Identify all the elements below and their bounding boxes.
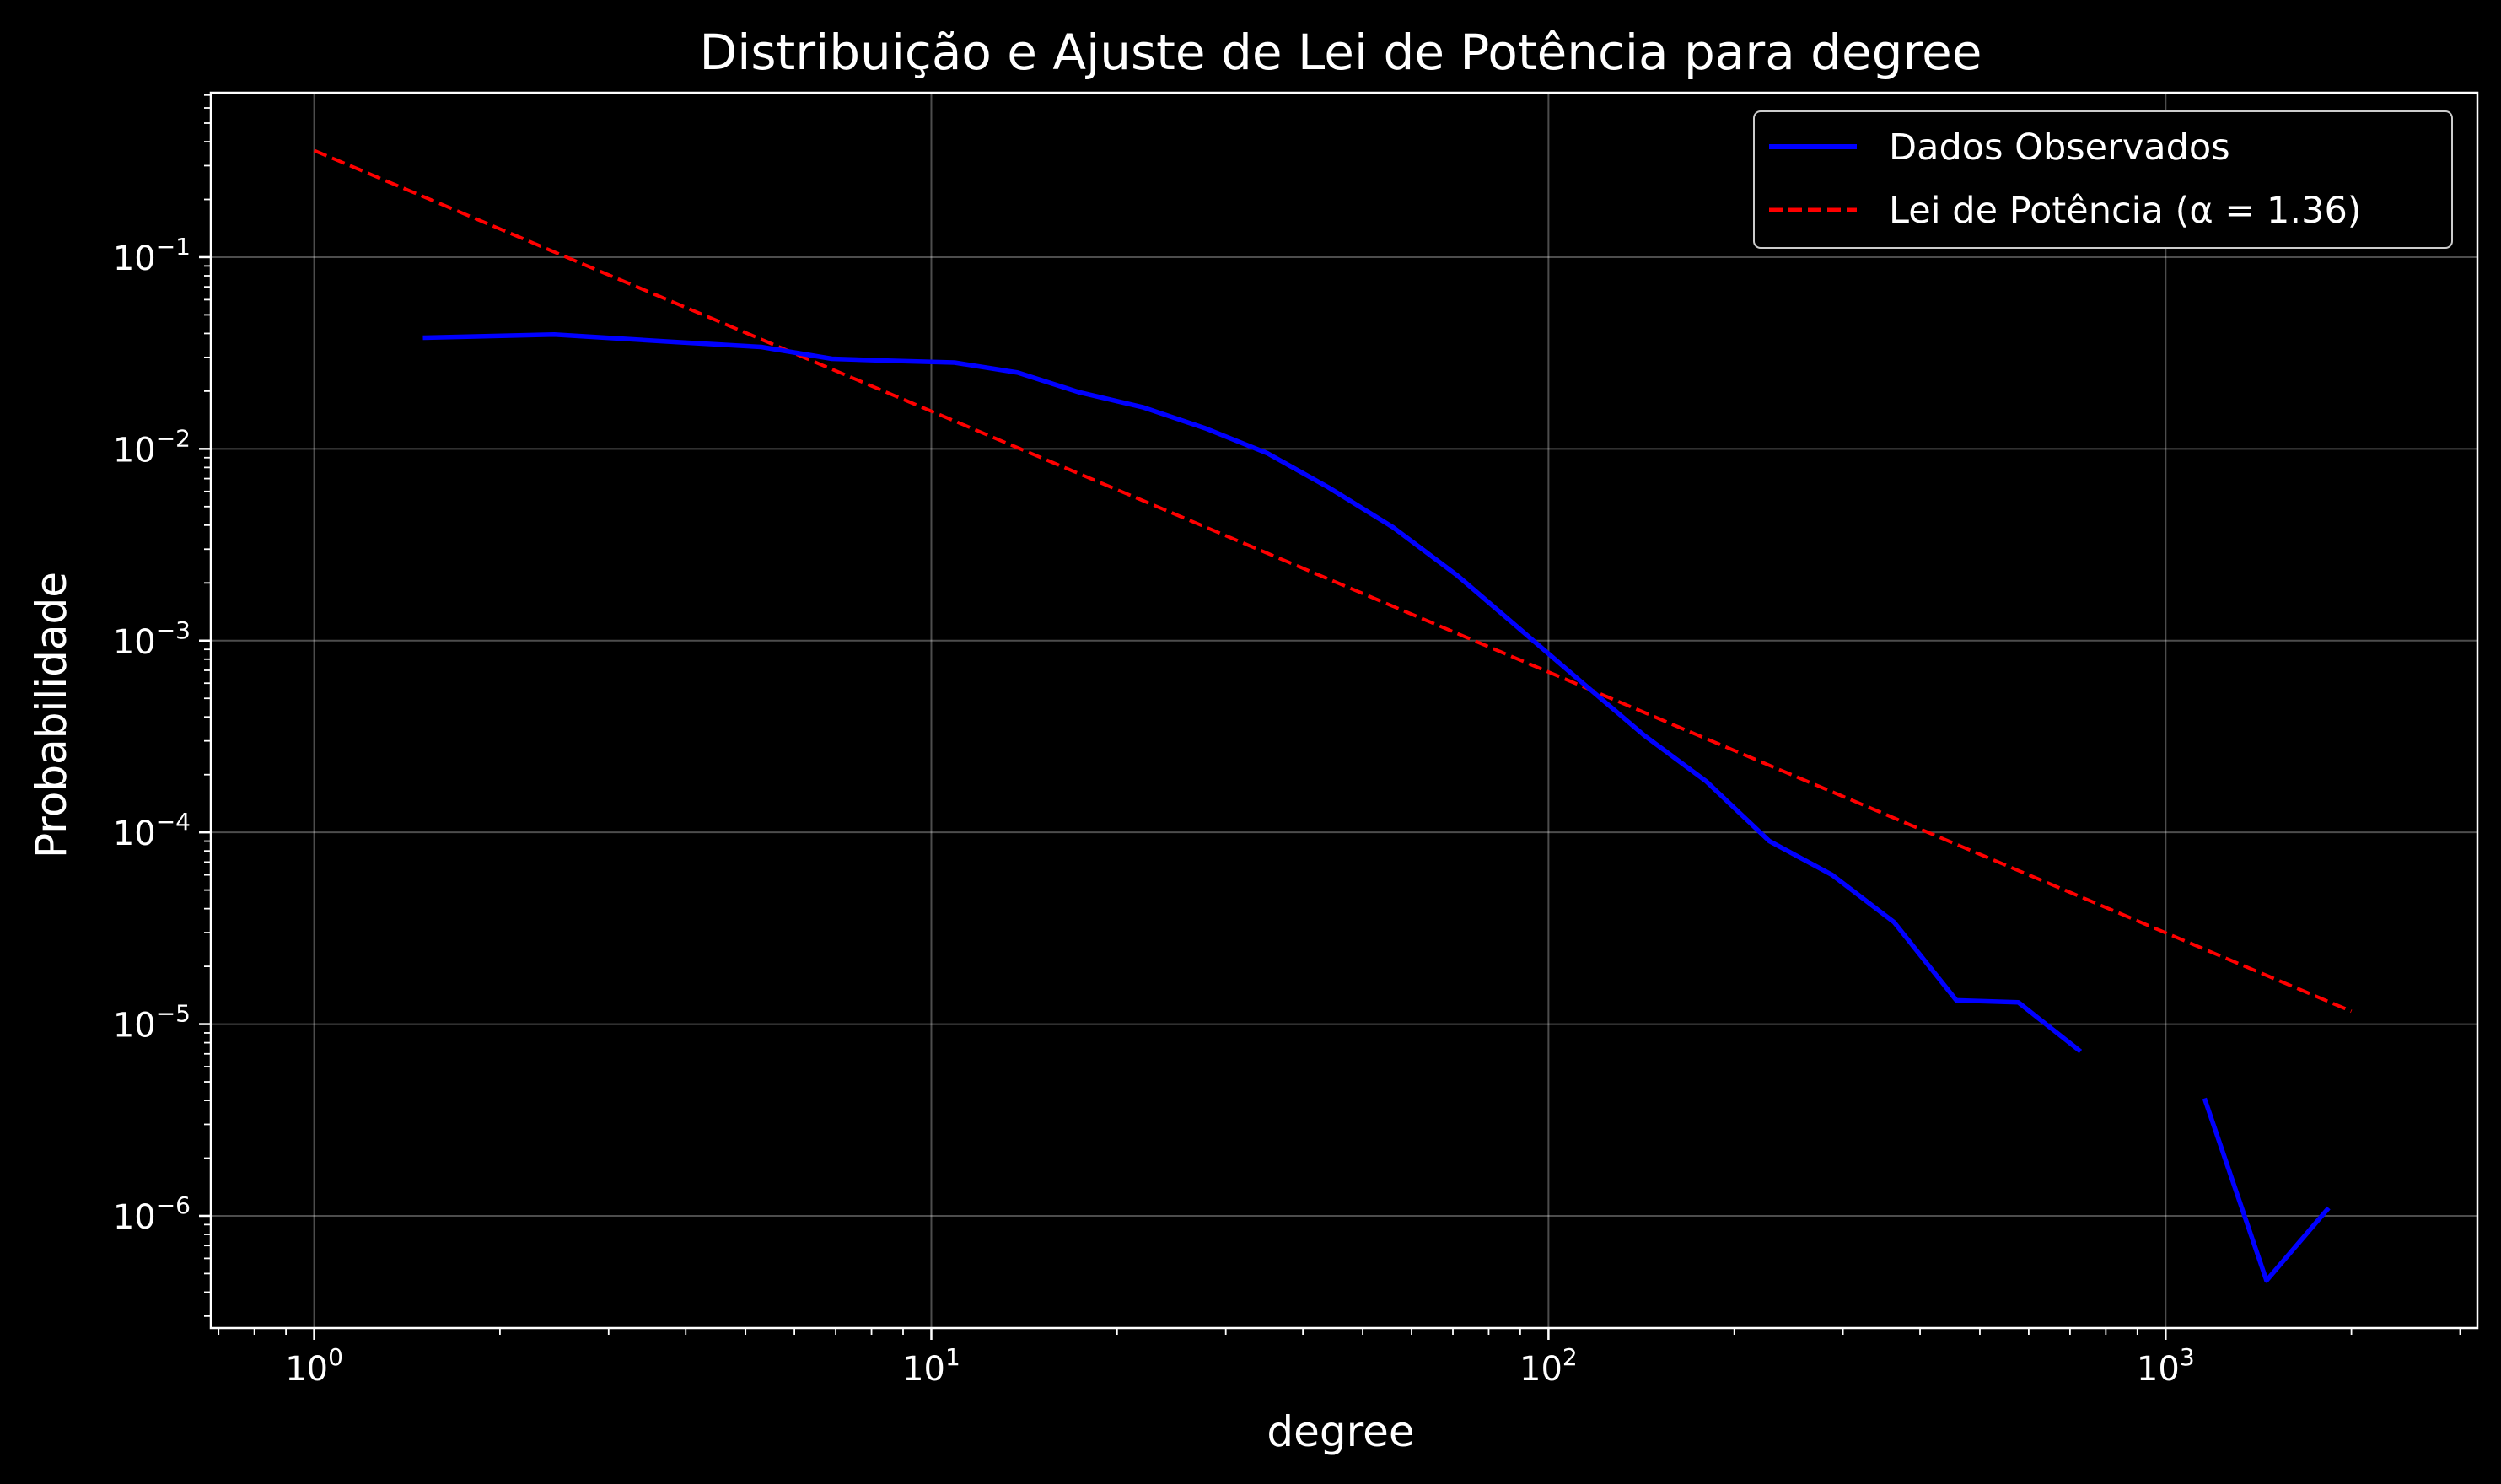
x-tick-label: 100 xyxy=(285,1343,343,1389)
y-tick-label: 10−4 xyxy=(113,808,191,853)
plot-area-frame xyxy=(209,91,2479,1330)
x-tick-label: 103 xyxy=(2137,1343,2195,1389)
y-axis-label: Probabilidade xyxy=(27,572,76,858)
x-tick-label: 101 xyxy=(902,1343,960,1389)
x-axis-label: degree xyxy=(1267,1407,1414,1456)
axis-ticks: 100 101 102 103 10−1 10−2 10−3 10−4 10−5 10−6 xyxy=(113,94,2461,1389)
power-law-fit-line xyxy=(313,148,2353,1014)
legend: Dados Observados Lei de Potência (α = 1.… xyxy=(1753,110,2453,249)
chart-title: Distribuição e Ajuste de Lei de Potência… xyxy=(700,24,1982,81)
x-tick-label: 102 xyxy=(1519,1343,1578,1389)
legend-box xyxy=(1753,110,2453,249)
grid xyxy=(211,93,2477,1328)
series-layer xyxy=(313,148,2353,1283)
y-tick-label: 10−6 xyxy=(113,1191,191,1237)
y-tick-label: 10−3 xyxy=(113,616,191,662)
legend-label-observed: Dados Observados xyxy=(1889,126,2230,169)
y-tick-label: 10−5 xyxy=(113,1000,191,1046)
y-tick-label: 10−1 xyxy=(113,233,191,278)
observed-data-line-segment-2 xyxy=(2202,1097,2331,1283)
observed-data-line-segment-1 xyxy=(422,331,2083,1054)
legend-label-power-law: Lei de Potência (α = 1.36) xyxy=(1889,190,2362,232)
y-tick-label: 10−2 xyxy=(113,424,191,470)
